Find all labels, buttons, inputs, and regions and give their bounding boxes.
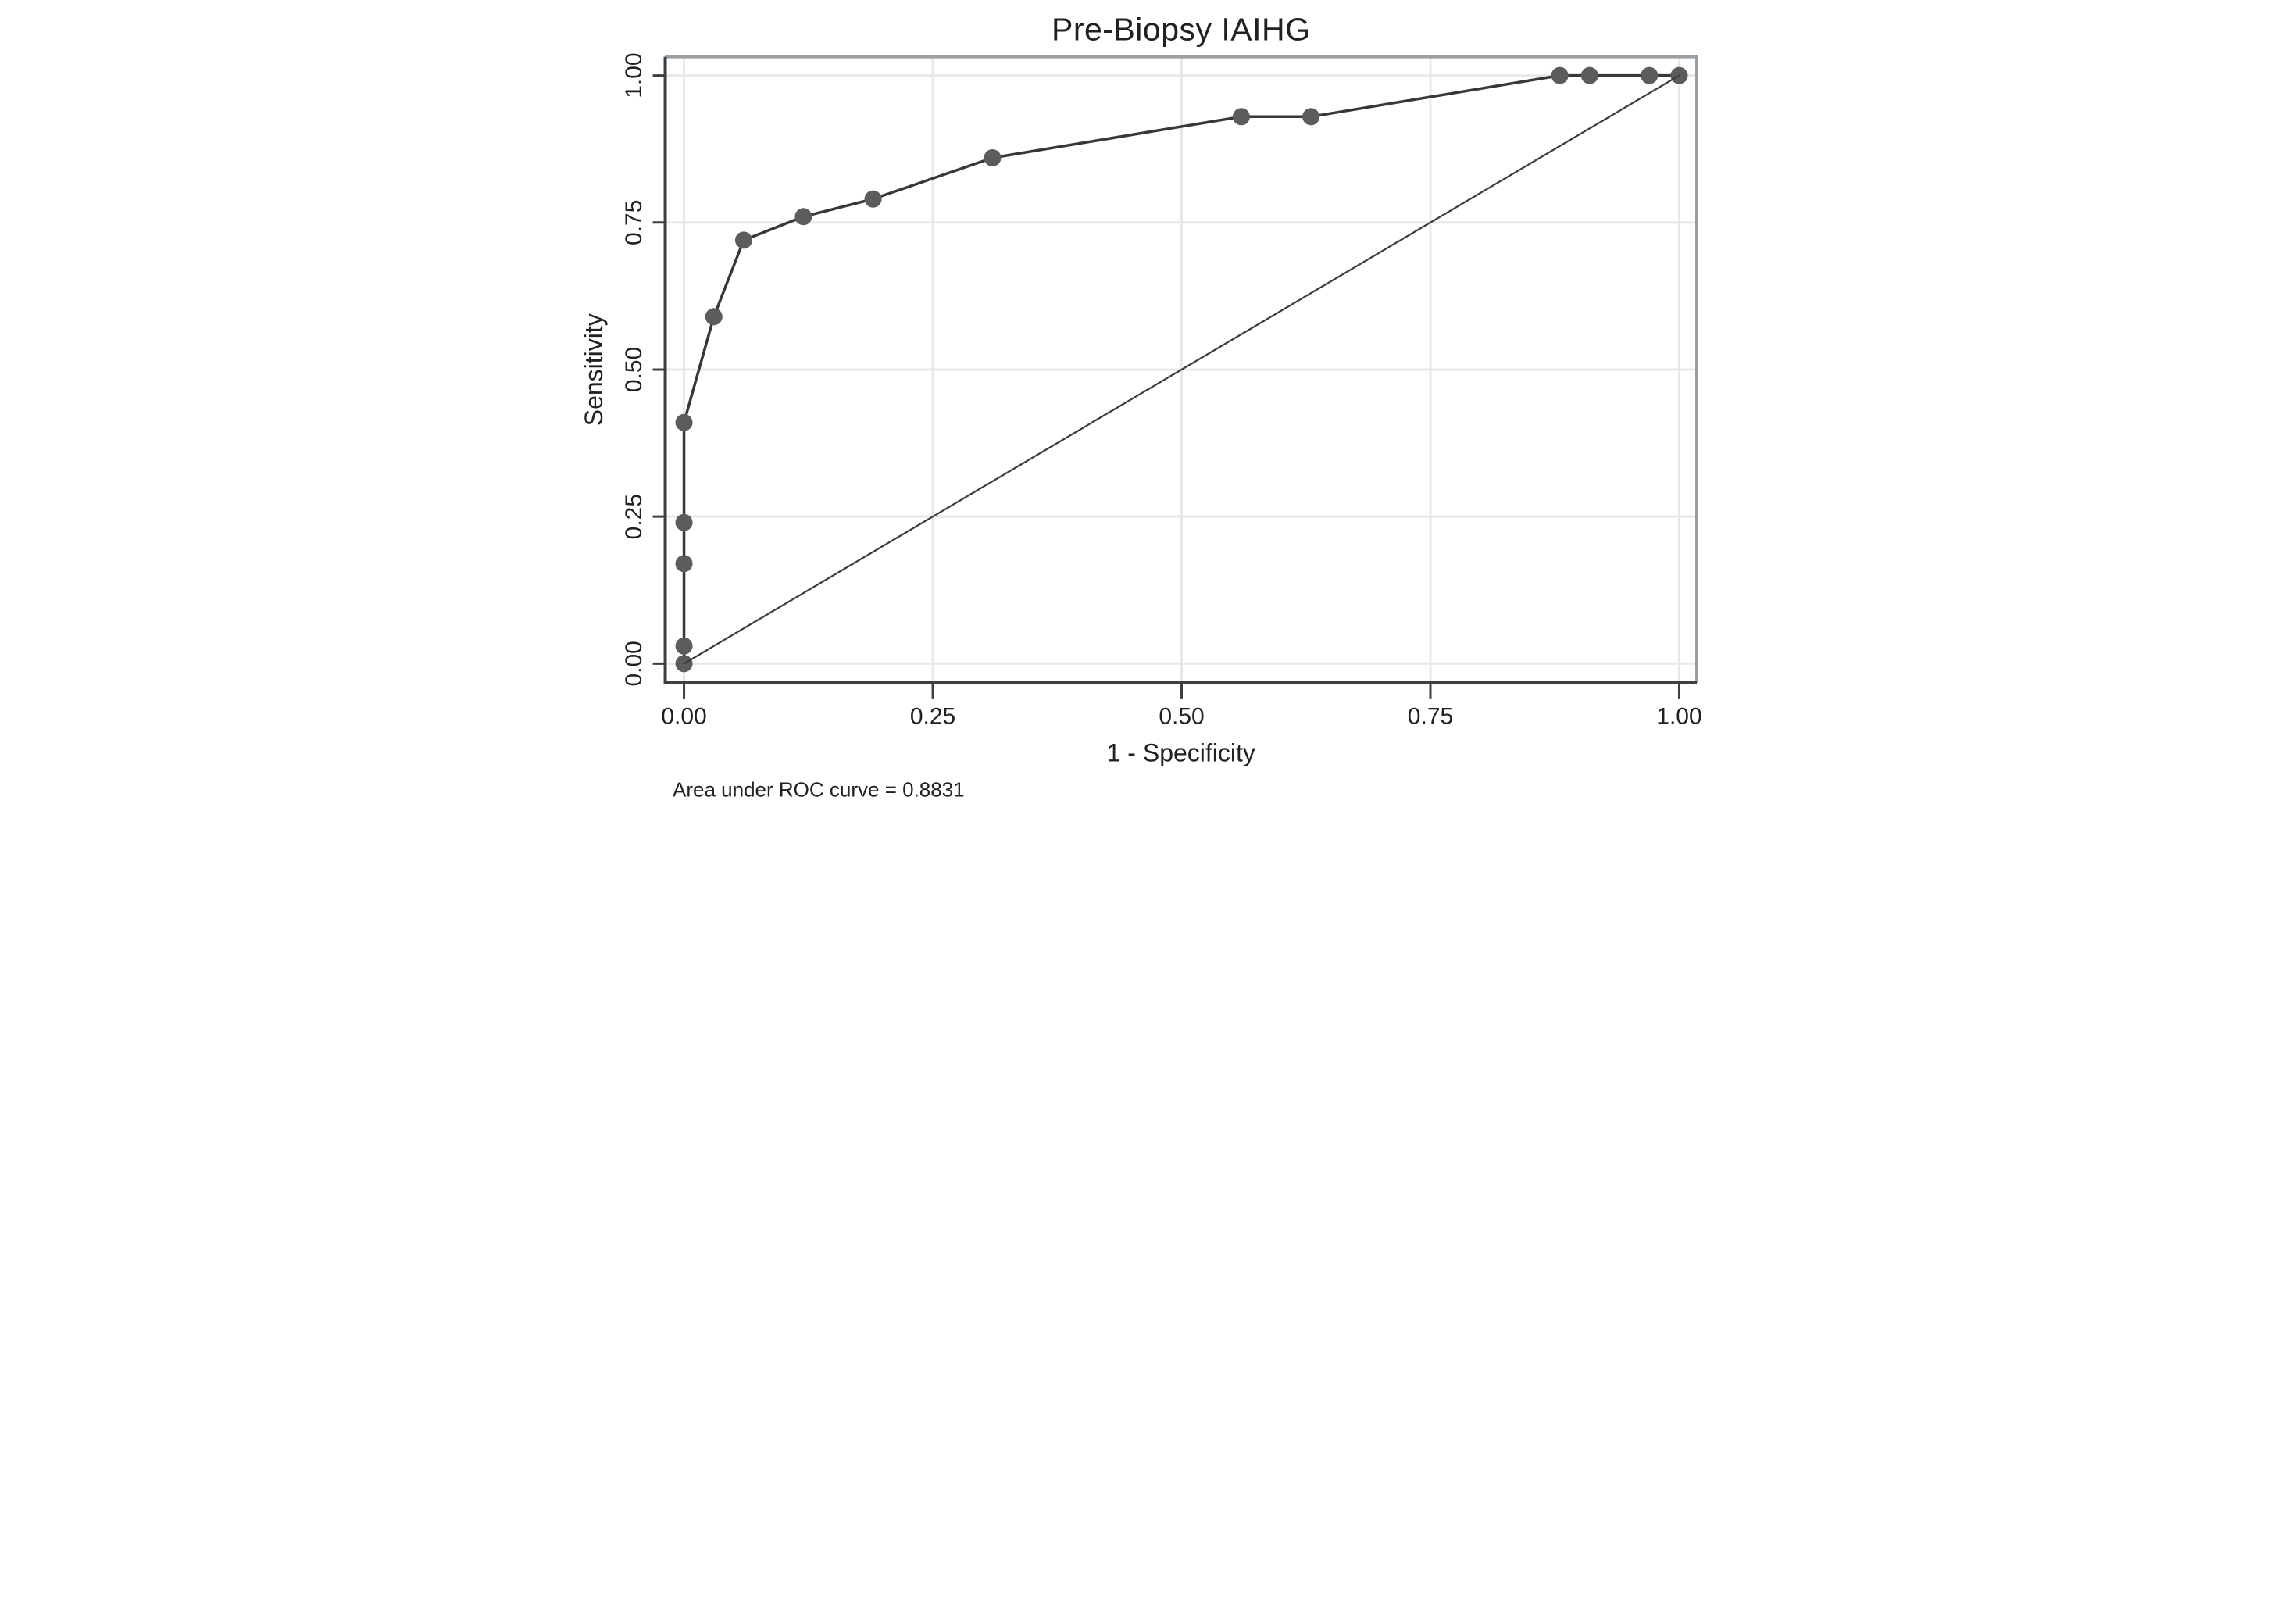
x-tick-label: 1.00 xyxy=(1656,703,1701,729)
axis-ticks: 0.00 0.25 0.50 0.75 1.00 0.00 0.25 0.50 0.75 1.00 xyxy=(621,52,1702,729)
roc-marker xyxy=(675,555,693,573)
roc-marker xyxy=(675,413,693,431)
roc-curve-line xyxy=(682,73,1680,666)
roc-marker xyxy=(983,148,1001,166)
plot-border-topright xyxy=(665,55,1698,683)
series-layer xyxy=(675,66,1687,673)
plot-border-leftbottom xyxy=(663,56,1697,684)
y-tick-label: 0.00 xyxy=(621,641,647,686)
roc-marker xyxy=(1580,66,1598,84)
roc-marker xyxy=(734,231,752,249)
roc-marker xyxy=(794,208,812,226)
roc-marker xyxy=(1640,66,1658,84)
y-tick-label: 0.50 xyxy=(621,347,647,392)
roc-chart-svg: 0.00 0.25 0.50 0.75 1.00 0.00 0.25 0.50 0.75 1.00… xyxy=(580,12,1702,802)
x-tick-label: 0.00 xyxy=(661,703,706,729)
roc-marker xyxy=(1232,108,1250,126)
x-tick-label: 0.50 xyxy=(1159,703,1204,729)
y-tick-label: 0.75 xyxy=(621,200,647,245)
roc-marker xyxy=(1551,66,1569,84)
roc-marker xyxy=(675,637,693,655)
roc-chart: 0.00 0.25 0.50 0.75 1.00 0.00 0.25 0.50 0.75 1.00… xyxy=(573,0,1723,808)
grid-layer xyxy=(665,56,1697,683)
x-axis-label: 1 - Specificity xyxy=(1106,738,1255,766)
y-tick-label: 0.25 xyxy=(621,494,647,539)
x-tick-label: 0.25 xyxy=(909,703,955,729)
roc-marker xyxy=(1302,108,1319,126)
x-tick-label: 0.75 xyxy=(1407,703,1452,729)
roc-marker xyxy=(705,308,723,326)
y-axis-label: Sensitivity xyxy=(580,313,608,426)
y-tick-label: 1.00 xyxy=(621,52,647,98)
plot-border xyxy=(663,55,1698,684)
roc-marker xyxy=(864,190,882,208)
auc-annotation: Area under ROC curve = 0.8831 xyxy=(673,777,965,801)
chart-title: Pre-Biopsy IAIHG xyxy=(1051,12,1310,48)
roc-marker xyxy=(675,513,693,531)
reference-line xyxy=(682,74,1680,665)
